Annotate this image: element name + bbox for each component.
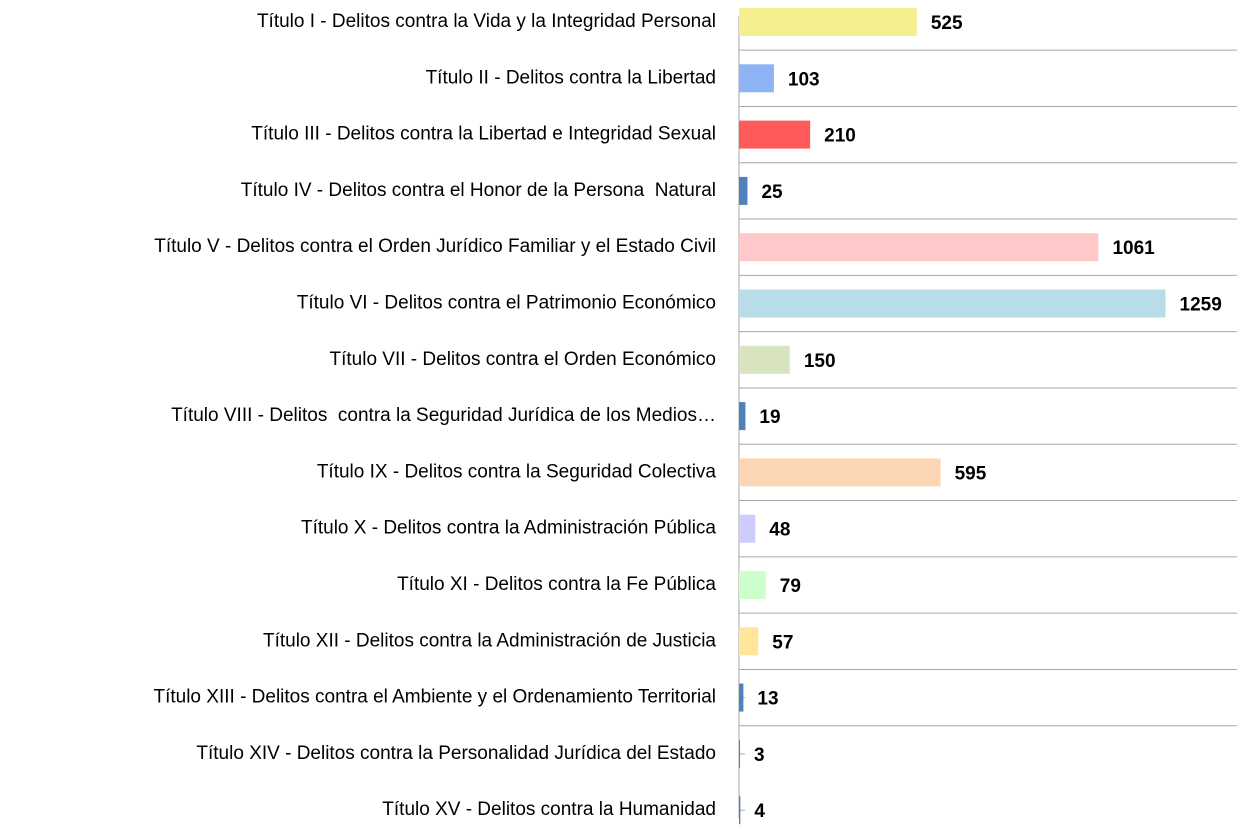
value-label: 1259 <box>1180 295 1222 316</box>
category-label: Título III - Delitos contra la Libertad … <box>251 124 716 145</box>
value-label: 525 <box>931 13 963 34</box>
value-label: 57 <box>772 632 793 653</box>
bar <box>739 64 774 93</box>
bar <box>739 683 744 712</box>
bar <box>739 458 941 487</box>
category-label: Título IV - Delitos contra el Honor de l… <box>241 180 716 201</box>
category-label: Título VI - Delitos contra el Patrimonio… <box>297 293 716 314</box>
category-label: Título I - Delitos contra la Vida y la I… <box>257 11 716 32</box>
category-label: Título XIV - Delitos contra la Personali… <box>196 743 716 764</box>
bar <box>739 176 748 205</box>
category-label: Título XIII - Delitos contra el Ambiente… <box>153 687 716 708</box>
value-label: 79 <box>780 576 801 597</box>
bar <box>739 233 1099 262</box>
bar <box>739 402 746 431</box>
category-label: Título XI - Delitos contra la Fe Pública <box>397 574 716 595</box>
value-label: 19 <box>759 407 780 428</box>
bar <box>739 739 741 768</box>
category-label: Título X - Delitos contra la Administrac… <box>301 518 716 539</box>
value-label: 4 <box>754 801 765 822</box>
value-label: 210 <box>824 126 856 147</box>
value-label: 103 <box>788 69 820 90</box>
bar <box>739 289 1166 318</box>
bar <box>739 345 790 374</box>
category-label: Título XII - Delitos contra la Administr… <box>263 630 716 651</box>
bar <box>739 571 766 599</box>
bar <box>739 514 756 543</box>
value-label: 3 <box>754 745 765 766</box>
category-label: Título V - Delitos contra el Orden Juríd… <box>154 236 716 257</box>
value-label: 595 <box>955 463 987 484</box>
category-label: Título VIII - Delitos contra la Segurida… <box>171 405 716 426</box>
bar <box>739 627 759 656</box>
value-label: 48 <box>769 520 790 541</box>
bar <box>739 120 811 149</box>
category-label: Título XV - Delitos contra la Humanidad <box>382 799 716 820</box>
category-label: Título IX - Delitos contra la Seguridad … <box>317 461 717 482</box>
value-label: 13 <box>757 689 778 710</box>
value-label: 25 <box>761 182 783 203</box>
bar <box>739 8 917 36</box>
value-label: 1061 <box>1112 238 1155 259</box>
category-label: Título II - Delitos contra la Libertad <box>426 67 716 88</box>
value-label: 150 <box>804 351 836 372</box>
category-label: Título VII - Delitos contra el Orden Eco… <box>330 349 717 370</box>
bar <box>739 796 741 825</box>
